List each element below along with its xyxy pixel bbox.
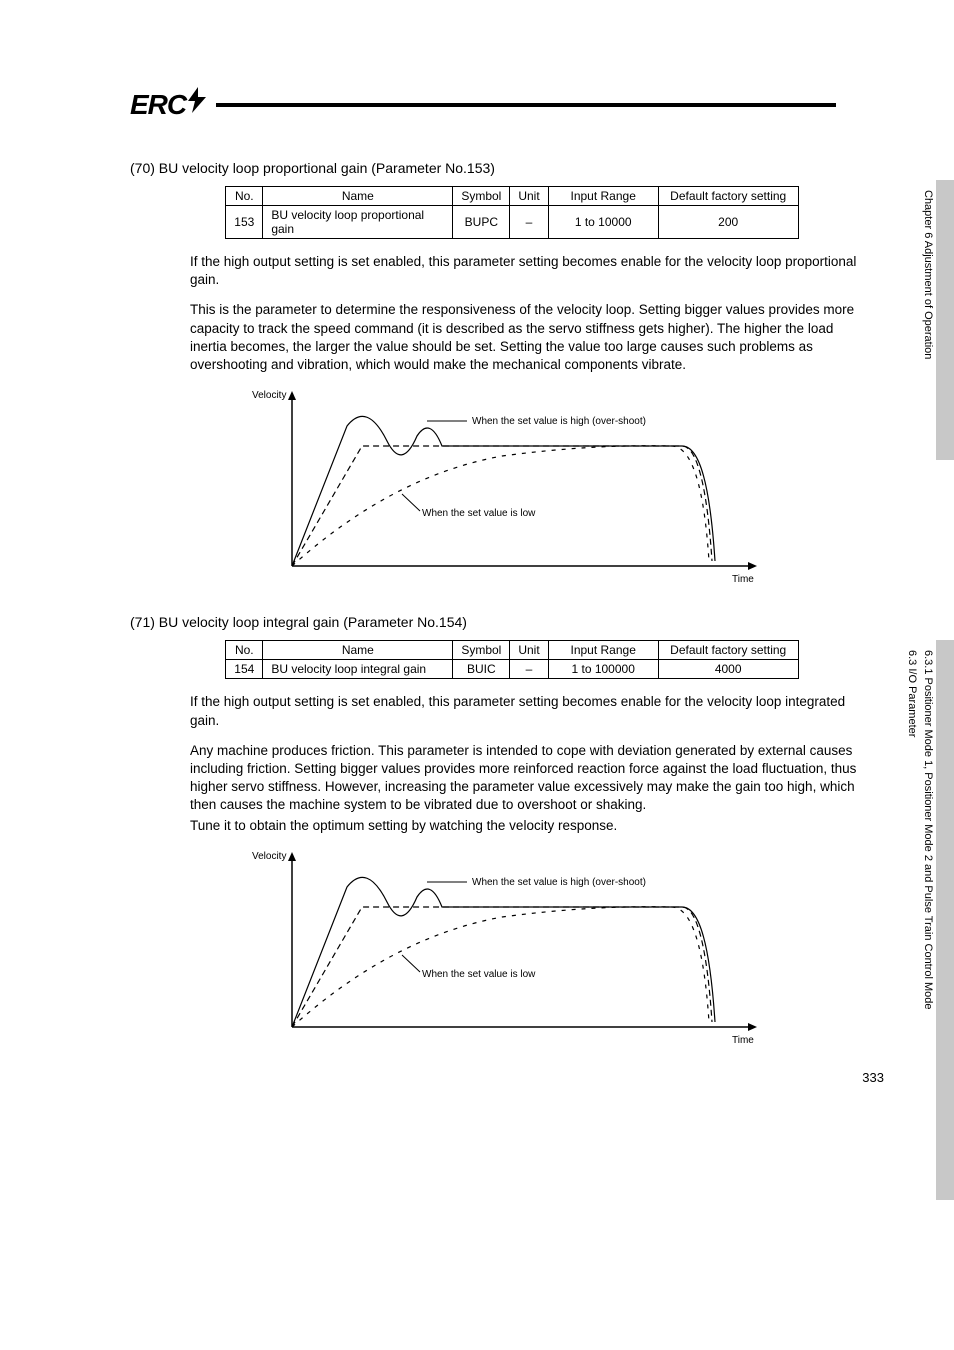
- section71-para2: Any machine produces friction. This para…: [190, 742, 870, 815]
- high-label: When the set value is high (over-shoot): [472, 877, 646, 888]
- logo: ERC: [130, 85, 836, 124]
- td-unit: –: [510, 206, 548, 239]
- td-range: 1 to 10000: [548, 206, 658, 239]
- diagram-70: Velocity Time When the set value is high…: [130, 386, 894, 586]
- table-row: 153 BU velocity loop proportional gain B…: [226, 206, 798, 239]
- side-tab-1: [936, 180, 954, 460]
- section70-para1: If the high output setting is set enable…: [190, 253, 870, 289]
- low-label: When the set value is low: [422, 508, 536, 519]
- td-unit: –: [510, 660, 548, 679]
- td-no: 154: [226, 660, 263, 679]
- section71-para1: If the high output setting is set enable…: [190, 693, 870, 729]
- table-71: No. Name Symbol Unit Input Range Default…: [225, 640, 798, 679]
- th-unit: Unit: [510, 641, 548, 660]
- high-label: When the set value is high (over-shoot): [472, 416, 646, 427]
- td-name: BU velocity loop proportional gain: [263, 206, 453, 239]
- table-header-row: No. Name Symbol Unit Input Range Default…: [226, 641, 798, 660]
- y-axis-label: Velocity: [252, 851, 286, 862]
- section71-heading: (71) BU velocity loop integral gain (Par…: [130, 614, 894, 630]
- table-70: No. Name Symbol Unit Input Range Default…: [225, 186, 798, 239]
- th-name: Name: [263, 641, 453, 660]
- logo-bolt: [184, 85, 210, 124]
- side-section-a: 6.3 I/O Parameter: [906, 650, 918, 737]
- td-symbol: BUPC: [453, 206, 510, 239]
- content: (70) BU velocity loop proportional gain …: [130, 160, 894, 1047]
- th-no: No.: [226, 641, 263, 660]
- side-section-b: 6.3.1 Positioner Mode 1, Positioner Mode…: [922, 650, 934, 1010]
- th-default: Default factory setting: [658, 641, 798, 660]
- side-chapter: Chapter 6 Adjustment of Operation: [922, 190, 934, 359]
- page-number: 333: [862, 1070, 884, 1085]
- side-tab-2: [936, 640, 954, 1200]
- td-range: 1 to 100000: [548, 660, 658, 679]
- low-label: When the set value is low: [422, 969, 536, 980]
- th-name: Name: [263, 187, 453, 206]
- td-default: 200: [658, 206, 798, 239]
- th-default: Default factory setting: [658, 187, 798, 206]
- td-symbol: BUIC: [453, 660, 510, 679]
- th-unit: Unit: [510, 187, 548, 206]
- y-axis-label: Velocity: [252, 390, 286, 401]
- section70-heading: (70) BU velocity loop proportional gain …: [130, 160, 894, 176]
- table-row: 154 BU velocity loop integral gain BUIC …: [226, 660, 798, 679]
- section71-para3: Tune it to obtain the optimum setting by…: [190, 817, 870, 835]
- th-symbol: Symbol: [453, 187, 510, 206]
- page: ERC (70) BU velocity loop proportional g…: [0, 0, 954, 1115]
- x-axis-label: Time: [732, 574, 754, 585]
- th-symbol: Symbol: [453, 641, 510, 660]
- table-header-row: No. Name Symbol Unit Input Range Default…: [226, 187, 798, 206]
- th-range: Input Range: [548, 641, 658, 660]
- logo-text: ERC: [130, 89, 186, 121]
- th-range: Input Range: [548, 187, 658, 206]
- x-axis-label: Time: [732, 1035, 754, 1046]
- td-default: 4000: [658, 660, 798, 679]
- td-name: BU velocity loop integral gain: [263, 660, 453, 679]
- th-no: No.: [226, 187, 263, 206]
- diagram-71: Velocity Time When the set value is high…: [130, 847, 894, 1047]
- td-no: 153: [226, 206, 263, 239]
- section70-para2: This is the parameter to determine the r…: [190, 301, 870, 374]
- logo-rule: [216, 103, 836, 107]
